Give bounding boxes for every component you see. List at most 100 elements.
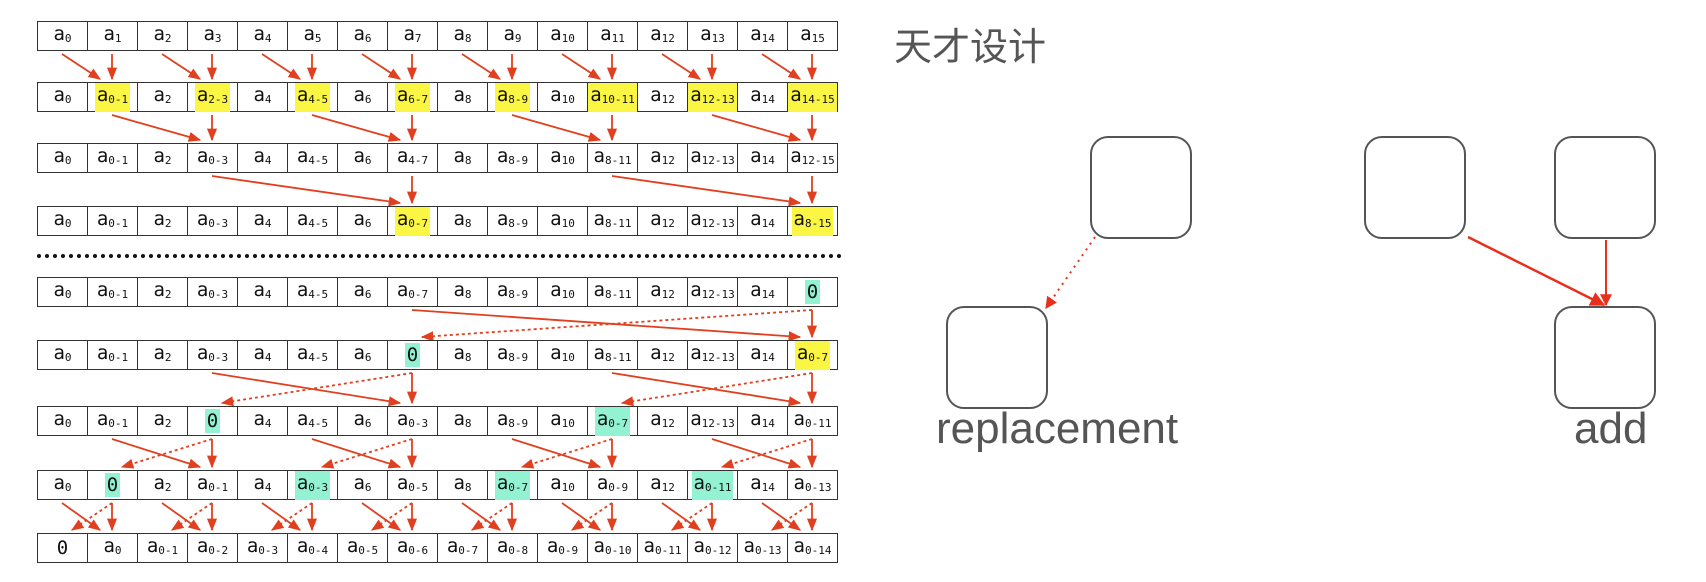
cell-value: a12-13 <box>690 341 735 364</box>
array-cell: a0-1 <box>188 471 238 499</box>
array-cell: a1 <box>88 22 138 50</box>
array-cell: a6 <box>338 471 388 499</box>
cell-value: a2-3 <box>194 82 231 112</box>
cell-value: a12 <box>650 278 675 301</box>
array-cell: a0-8 <box>488 534 538 562</box>
array-cell: a2 <box>138 207 188 235</box>
cell-value: a7 <box>403 22 422 45</box>
cell-value: a6 <box>353 341 372 364</box>
cell-value: a3 <box>203 22 222 45</box>
array-cell: a4-5 <box>288 341 338 369</box>
cell-value: a12 <box>650 83 675 106</box>
array-cell: a2 <box>138 278 188 306</box>
array-cell: a0 <box>38 278 88 306</box>
array-cell: 0 <box>788 278 837 306</box>
array-cell: a0-7 <box>388 206 438 236</box>
cell-value: a0-2 <box>196 534 229 557</box>
array-cell: a0-10 <box>588 534 638 562</box>
cell-value: a12 <box>650 207 675 230</box>
array-cell: a0-3 <box>288 470 338 500</box>
cell-value: 0 <box>104 473 121 497</box>
cell-value: a2 <box>153 83 172 106</box>
array-cell: a8-11 <box>588 341 638 369</box>
scan-row: a0 a0-1 a2 a0-3 a4 a4-5 a6 0 a8 a8-9 a10 a8-11 a12 a1… <box>37 340 838 370</box>
array-cell: a10 <box>538 83 588 111</box>
array-cell: a0-7 <box>588 406 638 436</box>
cell-value: a0 <box>53 341 72 364</box>
array-cell: a8-9 <box>488 407 538 435</box>
cell-value: a12-13 <box>690 278 735 301</box>
array-cell: a0-2 <box>188 534 238 562</box>
array-cell: a14 <box>738 471 788 499</box>
cell-value: a4-7 <box>396 144 429 167</box>
cell-value: a0-9 <box>596 471 629 494</box>
array-cell: a14 <box>738 341 788 369</box>
cell-value: a11 <box>600 22 625 45</box>
cell-value: a0-7 <box>446 534 479 557</box>
cell-value: a8 <box>453 407 472 430</box>
cell-value: a2 <box>153 22 172 45</box>
cell-value: a2 <box>153 278 172 301</box>
cell-value: a4-5 <box>296 144 329 167</box>
array-cell: a12 <box>638 407 688 435</box>
legend-title: 天才设计 <box>894 25 1047 69</box>
array-cell: a10 <box>538 144 588 172</box>
array-cell: a2 <box>138 471 188 499</box>
cell-value: a0-7 <box>396 278 429 301</box>
cell-value: a8-11 <box>593 341 632 364</box>
cell-value: a14 <box>750 22 775 45</box>
dashed-swap-arrow <box>70 502 113 531</box>
cell-value: a0-8 <box>496 534 529 557</box>
array-cell: a0 <box>38 341 88 369</box>
array-cell: a8 <box>438 471 488 499</box>
add-source-right-box <box>1554 136 1656 239</box>
cell-value: a6 <box>353 144 372 167</box>
cell-value: a8 <box>453 207 472 230</box>
cell-value: a14 <box>750 471 775 494</box>
cell-value: a10 <box>550 341 575 364</box>
cell-value: a0 <box>53 144 72 167</box>
cell-value: a4 <box>253 22 272 45</box>
cell-value: a14 <box>750 144 775 167</box>
cell-value: a0-1 <box>96 407 129 430</box>
cell-value: a0-13 <box>793 471 832 494</box>
dashed-swap-arrow <box>420 309 813 342</box>
array-cell: a12-13 <box>688 407 738 435</box>
cell-value: a8 <box>453 22 472 45</box>
cell-value: a10 <box>550 83 575 106</box>
cell-value: a6 <box>353 22 372 45</box>
array-cell: a10 <box>538 341 588 369</box>
array-cell: a8-9 <box>488 82 538 112</box>
array-cell: a2 <box>138 83 188 111</box>
array-cell: a3 <box>188 22 238 50</box>
cell-value: a0 <box>53 83 72 106</box>
array-cell: 0 <box>188 407 238 435</box>
array-cell: a0 <box>38 407 88 435</box>
cell-value: a0-1 <box>146 534 179 557</box>
cell-value: a12 <box>650 144 675 167</box>
cell-value: a12 <box>650 471 675 494</box>
array-cell: 0 <box>88 471 138 499</box>
array-cell: a4-5 <box>288 144 338 172</box>
phase-separator-dotted-line <box>37 254 842 258</box>
array-cell: a6 <box>338 341 388 369</box>
scan-row: a0 a0-1 a2 a0-3 a4 a4-5 a6 a0-7 a8 a8-9 a10 a8-11 a1… <box>37 277 838 307</box>
cell-value: a0-1 <box>96 207 129 230</box>
cell-value: a6 <box>353 471 372 494</box>
cell-value: a0-4 <box>296 534 329 557</box>
cell-value: a8-9 <box>496 278 529 301</box>
array-cell: a0-12 <box>688 534 738 562</box>
array-cell: a12-15 <box>788 144 837 172</box>
array-cell: a0-13 <box>788 471 837 499</box>
array-cell: a12-13 <box>688 144 738 172</box>
cell-value: a14 <box>750 407 775 430</box>
dashed-swap-arrow <box>720 438 813 469</box>
array-cell: a6 <box>338 83 388 111</box>
cell-value: a10 <box>550 407 575 430</box>
cell-value: a10 <box>550 278 575 301</box>
sum-arrow <box>261 502 302 531</box>
array-cell: a0-4 <box>288 534 338 562</box>
array-cell: a14 <box>738 22 788 50</box>
sum-arrow <box>111 438 202 469</box>
cell-value: a0-3 <box>196 341 229 364</box>
